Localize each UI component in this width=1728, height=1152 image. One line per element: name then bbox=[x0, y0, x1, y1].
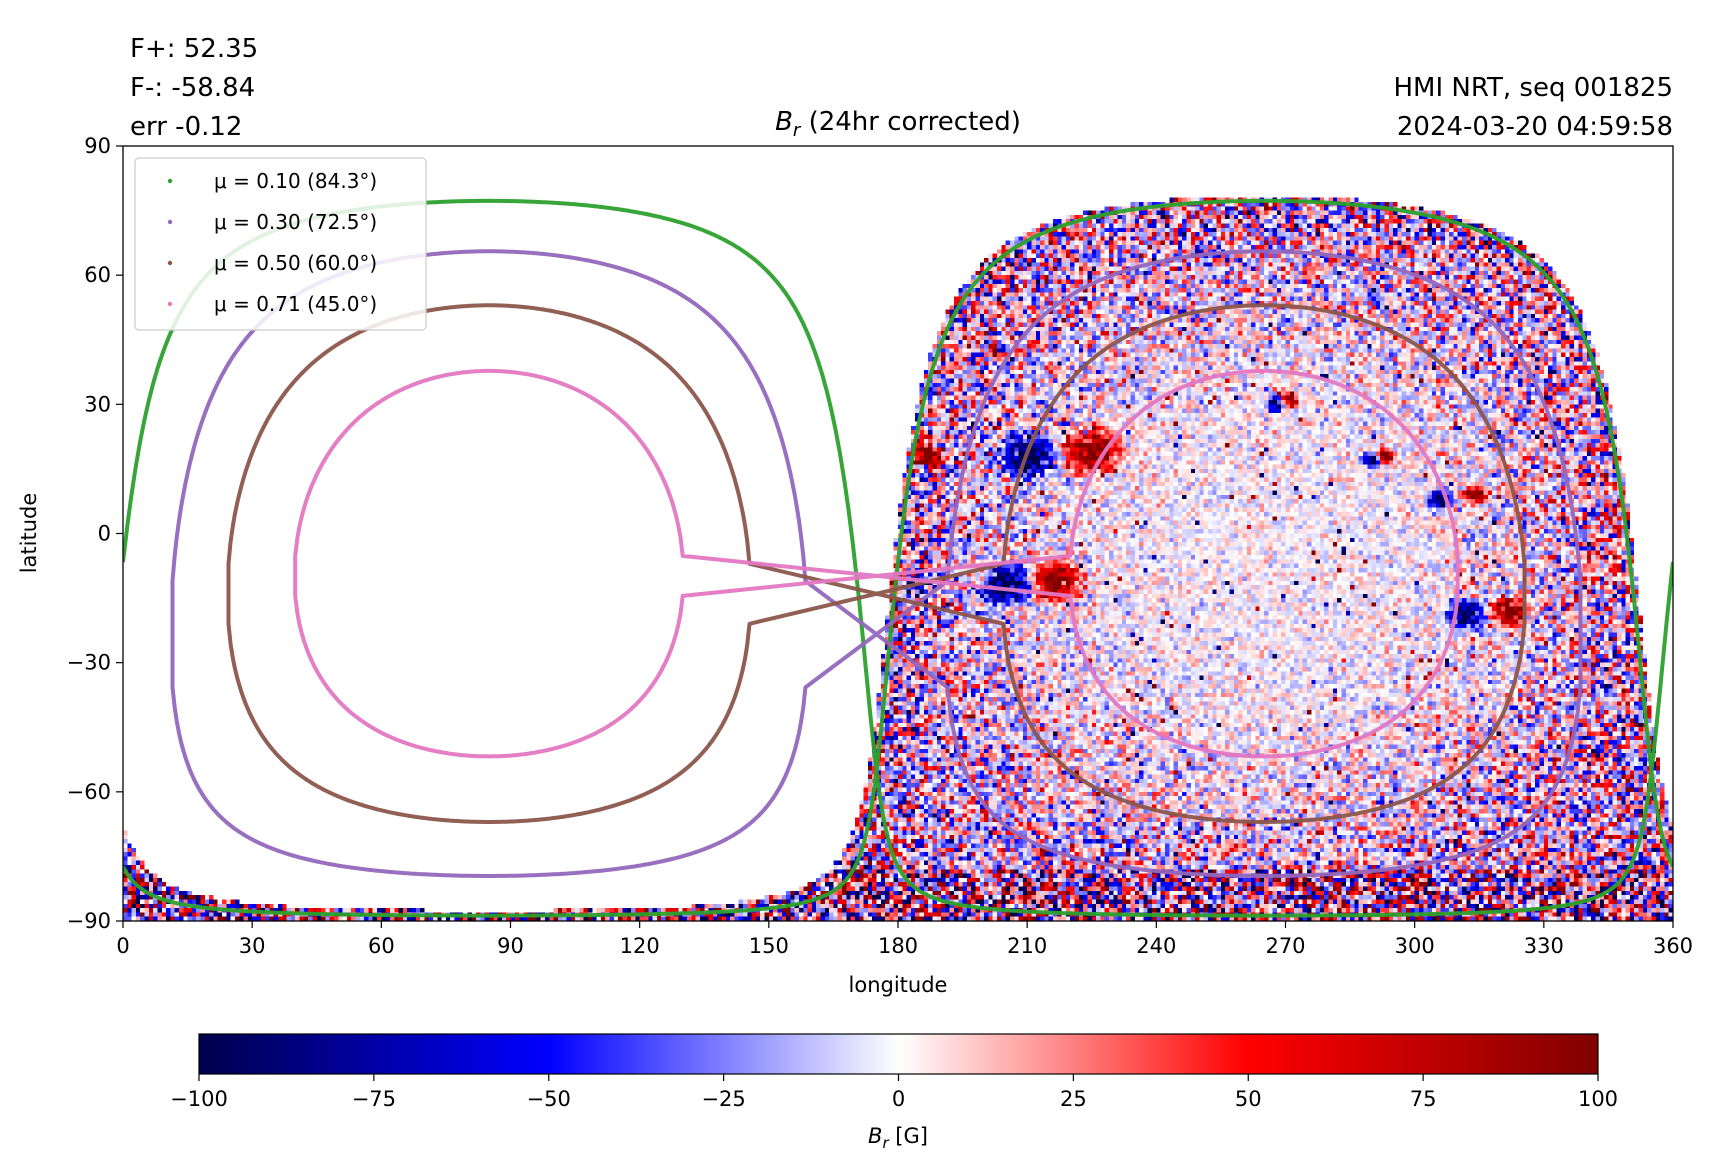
legend: μ = 0.10 (84.3°) μ = 0.30 (72.5°) μ = 0.50… bbox=[134, 157, 427, 331]
x-tick-label: 360 bbox=[1653, 934, 1693, 958]
legend-label: μ = 0.30 (72.5°) bbox=[214, 210, 377, 234]
x-tick-label: 300 bbox=[1395, 934, 1435, 958]
y-tick-label: 60 bbox=[84, 263, 111, 287]
legend-label: μ = 0.71 (45.0°) bbox=[214, 292, 377, 316]
legend-marker bbox=[167, 260, 173, 266]
colorbar-label: Br [G] bbox=[868, 1124, 928, 1152]
chart-title: Br (24hr corrected) bbox=[775, 107, 1021, 141]
x-tick-label: 30 bbox=[239, 934, 266, 958]
x-tick-label: 180 bbox=[878, 934, 918, 958]
colorbar-tick-label: 25 bbox=[1060, 1087, 1087, 1111]
x-tick-label: 0 bbox=[116, 934, 129, 958]
x-axis-label: longitude bbox=[849, 973, 948, 997]
y-axis-label: latitude bbox=[17, 493, 41, 574]
stat-fminus: F-: -58.84 bbox=[130, 73, 255, 103]
x-tick-label: 330 bbox=[1524, 934, 1564, 958]
x-tick-label: 150 bbox=[749, 934, 789, 958]
y-tick-label: −60 bbox=[67, 780, 111, 804]
legend-label: μ = 0.50 (60.0°) bbox=[214, 251, 377, 275]
mu-contour-line bbox=[170, 249, 1583, 878]
colorbar-tick-label: 0 bbox=[892, 1087, 905, 1111]
x-tick-label: 120 bbox=[620, 934, 660, 958]
legend-label: μ = 0.10 (84.3°) bbox=[214, 169, 377, 193]
x-tick-label: 210 bbox=[1007, 934, 1047, 958]
y-tick-label: −30 bbox=[67, 651, 111, 675]
y-tick-label: 90 bbox=[84, 134, 111, 158]
colorbar-tick-label: 100 bbox=[1578, 1087, 1618, 1111]
colorbar-tick-label: 75 bbox=[1410, 1087, 1437, 1111]
x-tick-label: 270 bbox=[1265, 934, 1305, 958]
stat-err: err -0.12 bbox=[130, 112, 242, 142]
colorbar-tick-label: −25 bbox=[701, 1087, 745, 1111]
y-tick-label: 0 bbox=[98, 522, 111, 546]
colorbar-tick-label: −75 bbox=[352, 1087, 396, 1111]
colorbar-gradient bbox=[199, 1034, 1598, 1074]
x-tick-label: 60 bbox=[368, 934, 395, 958]
x-axis-ticks: 0 30 60 90 120 150 180 210 240 270 300 330 360 bbox=[116, 921, 1693, 958]
colorbar-tick-label: −100 bbox=[170, 1087, 228, 1111]
x-tick-label: 90 bbox=[497, 934, 524, 958]
info-date: 2024-03-20 04:59:58 bbox=[1397, 112, 1673, 142]
colorbar: −100 −75 −50 −25 0 25 50 75 100 Br [G] bbox=[170, 1033, 1618, 1152]
legend-marker bbox=[167, 301, 173, 307]
mu-contour-line bbox=[293, 368, 1460, 759]
y-tick-label: −90 bbox=[67, 909, 111, 933]
stat-fplus: F+: 52.35 bbox=[130, 34, 258, 64]
y-tick-label: 30 bbox=[84, 392, 111, 416]
colorbar-tick-label: 50 bbox=[1235, 1087, 1262, 1111]
y-axis-ticks: 90 60 30 0 −30 −60 −90 bbox=[67, 134, 123, 933]
mu-contour-line bbox=[226, 303, 1527, 824]
legend-marker bbox=[167, 219, 173, 225]
info-source: HMI NRT, seq 001825 bbox=[1393, 73, 1673, 103]
legend-box bbox=[134, 157, 427, 331]
colorbar-tick-label: −50 bbox=[527, 1087, 571, 1111]
x-tick-label: 240 bbox=[1136, 934, 1176, 958]
legend-marker bbox=[167, 178, 173, 184]
